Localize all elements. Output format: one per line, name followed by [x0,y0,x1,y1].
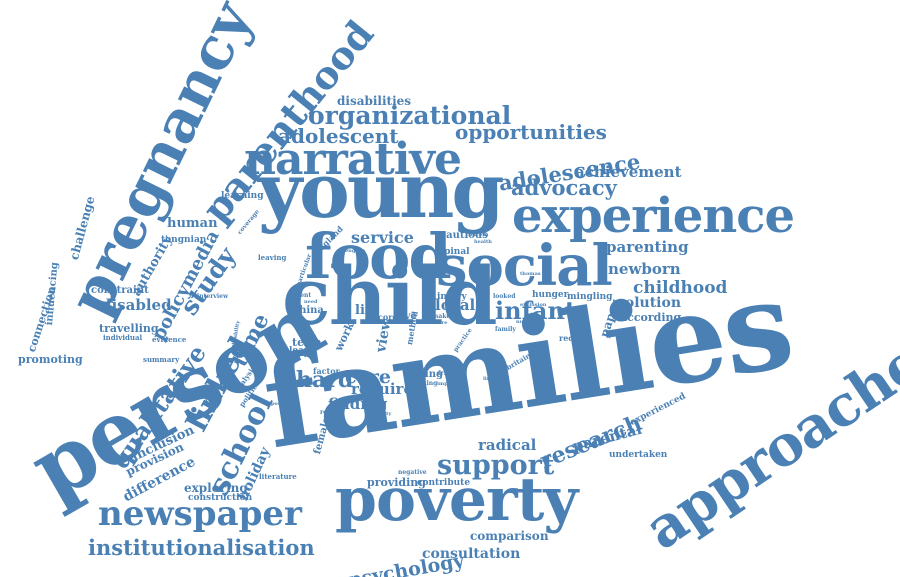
word-factor: factor [313,366,340,376]
word-concern: concern [466,232,489,238]
word-cord: cord [378,312,399,322]
word-comparison: comparison [470,529,549,543]
word-consultation: consultation [422,546,521,562]
word-disabled: disabled [101,296,172,314]
word-support: support [437,450,555,481]
word-looked: looked [493,293,516,300]
word-local: local [435,296,476,314]
word-china: china [293,305,324,316]
word-engage: engage [345,248,366,254]
word-eating: eating [416,380,438,387]
word-newspaper: newspaper [98,494,302,534]
word-hunger: hunger [532,290,569,300]
word-providing: providing [367,476,426,489]
word-exclusion: exclusion [520,302,547,308]
word-parenting: parenting [606,238,689,256]
word-parent: parent [289,292,312,299]
word-interview: interview [197,293,229,300]
word-family: family [495,326,516,333]
word-need: need [304,299,318,305]
word-social: social [436,233,613,299]
word-solution: solution [617,295,682,311]
word-adolescent: adolescent [278,124,399,148]
word-make: make [432,313,451,320]
word-poverty: poverty [335,465,578,535]
word-organizational: organizational [308,101,512,130]
word-term: term [292,336,322,349]
word-literature: literature [259,472,297,481]
word-newborn: newborn [608,260,681,278]
word-thing: thing [413,369,443,380]
word-spinal: spinal [439,247,470,257]
word-thomas: thomas [520,271,541,277]
word-institutionalisation: institutionalisation [88,535,315,560]
word-limited: limited [483,376,503,382]
word-construction: construction [188,493,253,503]
word-mingling: mingling [567,292,613,302]
word-injury: injury [437,292,467,302]
word-number: number [516,319,538,325]
word-undertaken: undertaken [609,450,668,460]
word-tongnian: tongnian [161,235,207,245]
word-contribute: contribute [417,478,471,488]
word-more: more [433,320,448,326]
word-leave: leave [289,346,315,356]
word-friend: friend [438,370,459,377]
word-child: child [282,249,498,343]
word-opportunities: opportunities [455,120,607,144]
word-impact: impact [437,381,457,387]
word-negative: negative [398,469,427,476]
word-according: according [620,311,682,324]
word-positive: positive [271,401,293,407]
word-exploring: exploring [184,481,248,495]
word-childhood: childhood [633,278,728,298]
word-evidence: evidence [152,335,187,344]
word-learning: learning [221,191,264,201]
word-individual: individual [103,333,143,342]
word-travelling: travelling [99,322,159,335]
word-narrative: narrative [244,134,462,185]
word-constraint: constraint [91,285,149,296]
word-leaving: leaving [258,253,287,262]
word-summary: summary [143,355,180,364]
word-live: live [397,311,417,322]
word-cautious: cautious [440,230,488,241]
word-infant: infant [495,296,576,325]
word-young: young [258,146,505,235]
word-achievement: achievement [575,163,682,181]
word-life: life [355,303,379,318]
word-radical: radical [478,436,537,454]
word-disabilities: disabilities [337,94,412,108]
word-human: human [167,216,218,231]
word-receive: receive [559,333,592,343]
word-quality: quality [372,411,392,417]
word-food: food [305,220,452,293]
word-hard: hard [296,367,354,393]
word-advocacy: advocacy [511,175,617,200]
word-promoting: promoting [18,353,83,366]
word-care: care [345,366,391,388]
word-finding: finding [328,395,388,413]
word-review: review [320,409,342,416]
word-health: health [474,239,492,245]
word-experience: experience [512,188,795,244]
word-require: require [351,380,413,398]
word-service: service [351,228,414,247]
